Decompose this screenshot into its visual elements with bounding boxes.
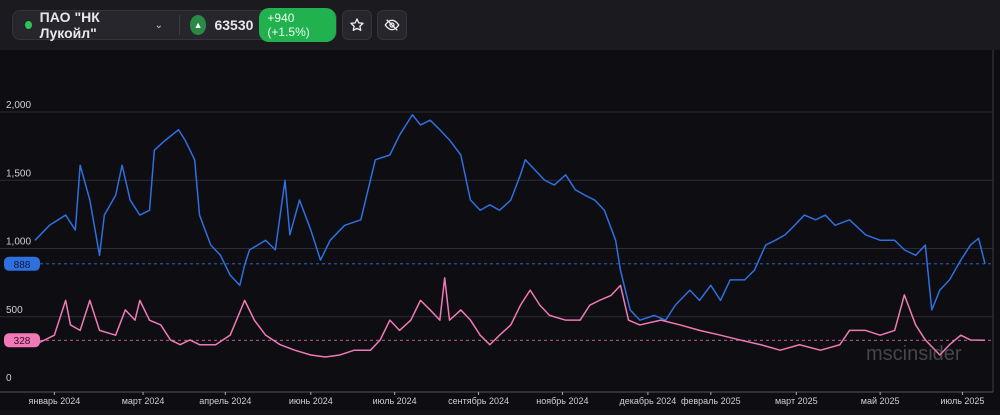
x-tick-label: ноябрь 2024 xyxy=(536,396,588,406)
pink-last-value-badge xyxy=(4,333,40,348)
divider xyxy=(178,15,180,35)
chevron-down-icon[interactable]: ⌄ xyxy=(154,19,163,31)
watermark: mscinsider xyxy=(866,343,962,365)
triangle-up-icon: ▲ xyxy=(189,15,207,35)
pink-series-line xyxy=(34,277,986,358)
x-tick-label: апрель 2024 xyxy=(199,396,251,406)
price: 63530 xyxy=(214,17,254,33)
star-icon xyxy=(350,18,364,31)
toolbar: ПАО "НК Лукойл" ⌄ ▲ 63530 +940 (+1.5%) xyxy=(0,0,1000,50)
y-tick-label: 2,000 xyxy=(6,100,31,111)
x-tick-label: сентябрь 2024 xyxy=(448,396,509,406)
x-tick-label: март 2024 xyxy=(122,396,165,406)
x-tick-label: июнь 2024 xyxy=(289,396,333,406)
instrument-selector[interactable]: ПАО "НК Лукойл" ⌄ ▲ 63530 +940 (+1.5%) xyxy=(12,8,337,42)
y-tick-label: 1,000 xyxy=(6,237,31,248)
eye-off-icon xyxy=(384,19,400,31)
x-tick-label: декабрь 2024 xyxy=(620,396,677,406)
line-chart: 0 500 1,000 1,500 2,000 mscinsider январь 20… xyxy=(0,50,994,406)
y-tick-label: 0 xyxy=(6,373,12,384)
pink-last-value-label: 328 xyxy=(14,336,31,347)
status-dot-icon xyxy=(25,21,32,29)
blue-last-value-badge xyxy=(4,256,40,271)
ticker-name: ПАО "НК Лукойл" xyxy=(39,9,100,41)
x-tick-label: май 2025 xyxy=(861,396,900,406)
blue-series-line xyxy=(34,113,986,321)
x-tick-label: июль 2025 xyxy=(940,396,984,406)
y-tick-label: 500 xyxy=(6,305,23,316)
x-tick-label: январь 2024 xyxy=(28,396,80,406)
favorite-button[interactable] xyxy=(342,10,372,40)
x-tick-label: март 2025 xyxy=(775,396,818,406)
y-tick-label: 1,500 xyxy=(6,168,31,179)
change-badge: +940 (+1.5%) xyxy=(259,8,336,42)
x-tick-label: июль 2024 xyxy=(373,396,417,406)
x-tick-label: февраль 2025 xyxy=(681,396,741,406)
blue-last-value-label: 888 xyxy=(14,260,31,271)
chart-area: 0 500 1,000 1,500 2,000 mscinsider январь 20… xyxy=(0,50,1000,410)
hide-button[interactable] xyxy=(377,10,407,40)
